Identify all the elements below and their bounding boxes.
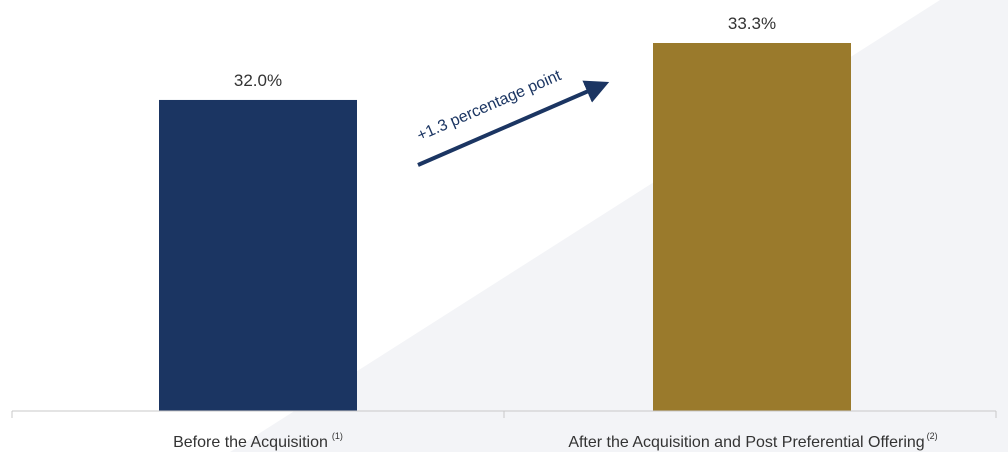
bar-after xyxy=(653,43,851,411)
bars-group xyxy=(159,43,851,411)
increase-arrow xyxy=(417,80,610,167)
data-labels-group: 32.0% 33.3% xyxy=(234,14,776,90)
category-label-before: Before the Acquisition (1) xyxy=(173,431,343,451)
category-label-after: After the Acquisition and Post Preferent… xyxy=(568,431,937,451)
bar-before xyxy=(159,99,357,411)
data-label-before: 32.0% xyxy=(234,71,282,90)
data-label-after: 33.3% xyxy=(728,14,776,33)
